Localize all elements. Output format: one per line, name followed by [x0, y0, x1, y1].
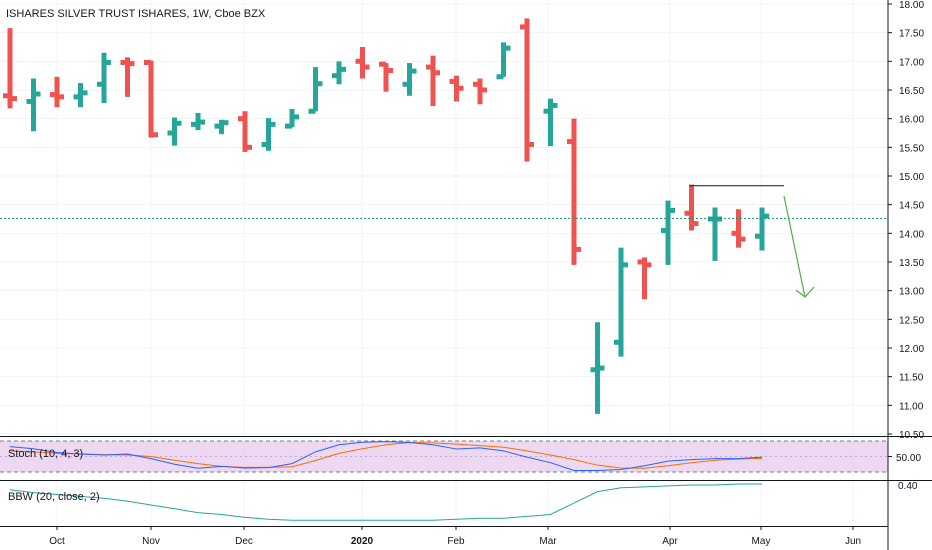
- bbw-polyline: [9, 483, 762, 521]
- ohlc-bar: [214, 119, 229, 135]
- ohlc-bar: [755, 207, 769, 251]
- price-tick-label: 14.00: [899, 229, 924, 240]
- time-tick-label: Dec: [235, 536, 253, 547]
- time-tick-label: Apr: [662, 536, 678, 547]
- bbw-axis-tick: 0.40: [898, 481, 918, 492]
- time-tick-label: 2020: [351, 536, 374, 547]
- ohlc-bar: [590, 322, 605, 414]
- price-tick-label: 12.00: [899, 344, 924, 355]
- down-arrow-head: [795, 286, 815, 298]
- bbw-label: BBW (20, close, 2): [8, 491, 100, 503]
- time-tick-label: Mar: [539, 536, 557, 547]
- ohlc-bar: [120, 57, 135, 97]
- ohlc-bar: [637, 257, 652, 300]
- price-tick-label: 11.00: [899, 401, 924, 412]
- price-tick-label: 16.50: [899, 86, 924, 97]
- time-axis-ticks: Oct Nov Dec 2020 Feb Mar Apr May Jun: [49, 526, 861, 547]
- ohlc-bar: [261, 118, 276, 151]
- ohlc-bar: [708, 207, 722, 261]
- ohlc-bar: [285, 108, 299, 129]
- ohlc-bar: [191, 112, 205, 131]
- ohlc-bar: [731, 209, 746, 248]
- time-tick-label: Nov: [142, 536, 160, 547]
- ohlc-bar: [402, 63, 417, 96]
- price-tick-label: 13.50: [899, 258, 924, 269]
- time-tick-label: May: [752, 536, 771, 547]
- ohlc-bar: [26, 78, 41, 132]
- ohlc-bar: [543, 98, 558, 147]
- time-tick-label: Oct: [49, 536, 65, 547]
- ohlc-bar: [449, 75, 464, 102]
- ohlc-bar: [520, 18, 534, 162]
- stoch-band: [0, 440, 888, 473]
- ohlc-bar: [567, 118, 581, 265]
- ohlc-bar: [3, 28, 17, 109]
- ohlc-bar: [50, 76, 64, 108]
- price-tick-label: 17.50: [899, 29, 924, 40]
- price-tick-label: 10.50: [899, 430, 924, 441]
- ohlc-bar: [97, 52, 111, 104]
- price-tick-label: 18.00: [899, 0, 924, 11]
- stoch-label: Stoch (10, 4, 3): [8, 448, 83, 460]
- bbw-line: [9, 483, 762, 521]
- ohlc-bar: [144, 59, 158, 138]
- price-tick-label: 13.00: [899, 287, 924, 298]
- ohlc-bar: [614, 247, 628, 357]
- price-tick-label: 17.00: [899, 57, 924, 68]
- stoch-band-fill: [0, 441, 888, 472]
- drawing-annotations[interactable]: [689, 185, 815, 298]
- ohlc-bar: [661, 200, 675, 265]
- price-tick-label: 14.50: [899, 201, 924, 212]
- ohlc-bar: [379, 61, 393, 92]
- ohlc-bar: [355, 47, 370, 79]
- ohlc-bar: [238, 111, 252, 152]
- stoch-k-line: [9, 441, 763, 471]
- ohlc-bar: [496, 42, 511, 80]
- time-tick-label: Feb: [447, 536, 465, 547]
- price-tick-label: 12.50: [899, 315, 924, 326]
- ohlc-bar: [308, 67, 323, 114]
- chart-title: ISHARES SILVER TRUST ISHARES, 1W, Cboe B…: [6, 8, 266, 20]
- time-tick-label: Jun: [845, 536, 861, 547]
- ohlc-bar: [684, 184, 699, 231]
- ohlc-bar: [73, 83, 88, 108]
- price-tick-label: 11.50: [899, 373, 924, 384]
- stoch-axis-tick: 50.00: [896, 453, 921, 464]
- ohlc-bar: [332, 61, 346, 85]
- stoch-lines: [9, 441, 763, 471]
- down-arrow-shaft: [783, 195, 806, 298]
- ohlc-bar: [473, 78, 487, 105]
- price-tick-label: 15.50: [899, 143, 924, 154]
- price-axis-ticks: 18.00 17.50 17.00 16.50 16.00 15.50 15.00 14.50…: [888, 0, 924, 441]
- ohlc-bars[interactable]: [3, 18, 769, 414]
- ohlc-bar: [426, 55, 440, 107]
- price-tick-label: 16.00: [899, 115, 924, 126]
- price-tick-label: 15.00: [899, 172, 924, 183]
- ohlc-bar: [167, 117, 182, 146]
